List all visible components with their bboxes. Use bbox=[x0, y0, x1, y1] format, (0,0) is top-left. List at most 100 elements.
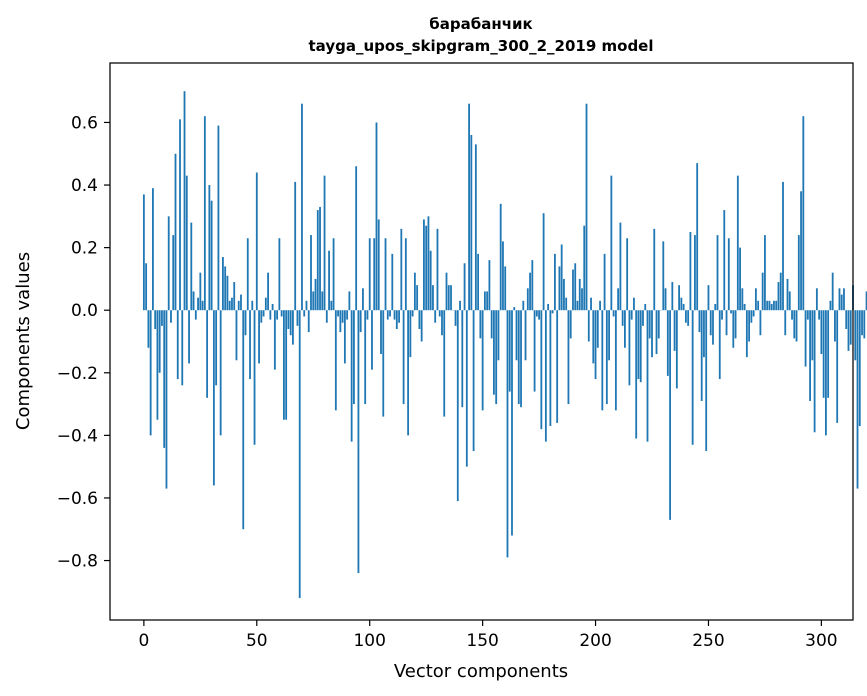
y-axis: −0.8 −0.6 −0.4 −0.2 0.0 0.2 0.4 0.6 bbox=[57, 113, 110, 572]
bar bbox=[513, 307, 516, 311]
bar bbox=[172, 235, 175, 311]
bar bbox=[240, 294, 242, 311]
bar bbox=[779, 272, 782, 311]
bar bbox=[228, 300, 231, 311]
bar bbox=[633, 297, 635, 311]
bar bbox=[420, 310, 423, 342]
bar bbox=[802, 116, 805, 311]
bar bbox=[599, 300, 601, 311]
bar bbox=[319, 206, 321, 311]
bar bbox=[398, 310, 400, 323]
bar bbox=[556, 310, 559, 423]
bar bbox=[260, 310, 263, 323]
bar bbox=[657, 310, 660, 339]
y-tick-label: −0.8 bbox=[57, 552, 98, 572]
bar bbox=[651, 310, 653, 358]
bar bbox=[612, 310, 615, 317]
bar bbox=[282, 310, 285, 420]
bar bbox=[280, 310, 283, 317]
bar bbox=[262, 310, 265, 317]
x-axis-label: Vector components bbox=[394, 661, 568, 682]
bar bbox=[362, 288, 364, 311]
bar bbox=[219, 310, 222, 436]
bar bbox=[384, 238, 387, 311]
bar bbox=[752, 310, 755, 317]
bar bbox=[391, 253, 394, 311]
bar bbox=[307, 310, 310, 333]
bar bbox=[502, 241, 504, 311]
y-tick-label: −0.2 bbox=[57, 364, 98, 384]
bar bbox=[549, 310, 552, 426]
bar bbox=[856, 310, 859, 489]
bar bbox=[364, 310, 367, 405]
bar bbox=[797, 235, 800, 311]
bar bbox=[413, 272, 416, 311]
plot-frame bbox=[109, 62, 854, 621]
bar bbox=[522, 300, 525, 311]
bar bbox=[472, 310, 475, 452]
bar bbox=[237, 300, 240, 311]
bar bbox=[739, 247, 741, 311]
chart-title: барабанчик bbox=[429, 15, 532, 33]
bar bbox=[849, 310, 852, 345]
bar bbox=[560, 244, 563, 311]
bar bbox=[666, 310, 669, 376]
x-tick-label: 100 bbox=[353, 631, 385, 651]
bar bbox=[380, 310, 382, 355]
bar bbox=[165, 310, 168, 489]
bar bbox=[393, 310, 396, 320]
bar bbox=[161, 310, 163, 326]
bar bbox=[773, 300, 775, 311]
bar bbox=[730, 310, 732, 314]
bar bbox=[644, 303, 647, 311]
bar bbox=[253, 310, 256, 445]
y-tick-label: −0.6 bbox=[57, 489, 98, 509]
bar bbox=[495, 310, 498, 405]
bar bbox=[341, 310, 344, 323]
bar bbox=[811, 310, 814, 361]
bar bbox=[425, 225, 428, 311]
bar bbox=[734, 310, 737, 339]
bar bbox=[508, 310, 511, 392]
bar bbox=[574, 263, 577, 311]
bar bbox=[474, 144, 477, 311]
bar bbox=[547, 303, 550, 311]
bar bbox=[434, 310, 437, 323]
bar bbox=[400, 228, 403, 311]
bar bbox=[782, 181, 784, 311]
bar bbox=[727, 238, 730, 311]
bar bbox=[192, 291, 195, 311]
bar bbox=[757, 300, 760, 311]
bar bbox=[339, 310, 342, 333]
bar bbox=[267, 272, 269, 311]
bar bbox=[468, 103, 470, 311]
bar bbox=[617, 288, 620, 311]
bar bbox=[465, 310, 468, 467]
bar bbox=[558, 266, 561, 311]
bar bbox=[407, 310, 410, 436]
bar bbox=[190, 222, 193, 311]
bar bbox=[723, 210, 726, 311]
bar bbox=[194, 310, 197, 320]
bar bbox=[610, 175, 613, 311]
bar bbox=[255, 172, 258, 311]
bar bbox=[506, 310, 509, 558]
bar bbox=[567, 310, 570, 405]
bar bbox=[648, 310, 651, 339]
bar bbox=[834, 310, 836, 342]
bar bbox=[249, 310, 251, 380]
bar bbox=[743, 303, 746, 311]
bar bbox=[836, 310, 839, 423]
bar bbox=[775, 300, 778, 311]
bars-group bbox=[142, 91, 867, 599]
bar bbox=[258, 310, 260, 364]
bar bbox=[224, 266, 227, 311]
y-tick-label: 0.0 bbox=[71, 301, 98, 321]
bar bbox=[497, 310, 500, 361]
bar bbox=[269, 310, 272, 320]
bar bbox=[206, 310, 209, 398]
bar bbox=[323, 175, 326, 311]
bar bbox=[608, 310, 610, 361]
x-tick-label: 0 bbox=[138, 631, 149, 651]
bar bbox=[174, 153, 177, 311]
